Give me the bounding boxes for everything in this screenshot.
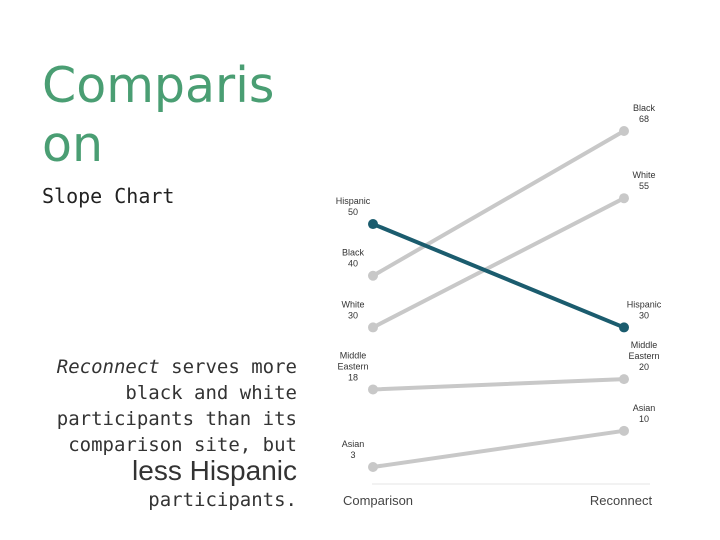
chart-caption: Reconnect serves more black and white pa… — [52, 354, 297, 513]
caption-text-2: but — [251, 434, 297, 456]
slope-line-middle-eastern — [371, 377, 626, 392]
point-comparison-asian — [368, 462, 378, 472]
point-label-comparison-middle-eastern: Middle Eastern 18 — [337, 350, 368, 382]
slope-line-asian — [371, 428, 626, 469]
point-label-comparison-white: White 30 — [341, 299, 364, 320]
point-comparison-white — [368, 322, 378, 333]
slope-line-black — [371, 129, 626, 278]
caption-italic: Reconnect — [56, 356, 160, 378]
caption-emphasis: less Hispanic — [132, 455, 297, 486]
x-axis-label-comparison: Comparison — [343, 493, 413, 508]
slope-line-white — [371, 196, 626, 330]
point-comparison-hispanic — [368, 219, 378, 230]
point-reconnect-white — [619, 193, 629, 204]
slope-line-hispanic — [371, 222, 626, 330]
chart-subtitle: Slope Chart — [42, 184, 175, 208]
point-reconnect-asian — [619, 425, 629, 436]
point-label-comparison-asian: Asian 3 — [342, 439, 365, 460]
point-label-reconnect-asian: Asian 10 — [633, 403, 656, 424]
point-label-comparison-black: Black 40 — [342, 248, 365, 269]
point-reconnect-middle-eastern — [619, 374, 629, 385]
x-axis-label-reconnect: Reconnect — [590, 493, 653, 508]
point-label-comparison-hispanic: Hispanic 50 — [336, 196, 371, 217]
caption-text-3: participants. — [148, 489, 297, 511]
point-label-reconnect-white: White 55 — [632, 170, 655, 191]
point-reconnect-hispanic — [619, 322, 629, 333]
caption-text-1: serves more black and white participants… — [56, 356, 297, 456]
point-label-reconnect-hispanic: Hispanic 30 — [627, 299, 662, 320]
point-label-reconnect-black: Black 68 — [633, 103, 656, 124]
point-comparison-black — [368, 270, 378, 281]
point-label-reconnect-middle-eastern: Middle Eastern 20 — [628, 340, 659, 372]
point-reconnect-black — [619, 126, 629, 136]
chart-title: Comparison — [42, 57, 275, 173]
point-comparison-middle-eastern — [368, 384, 378, 395]
